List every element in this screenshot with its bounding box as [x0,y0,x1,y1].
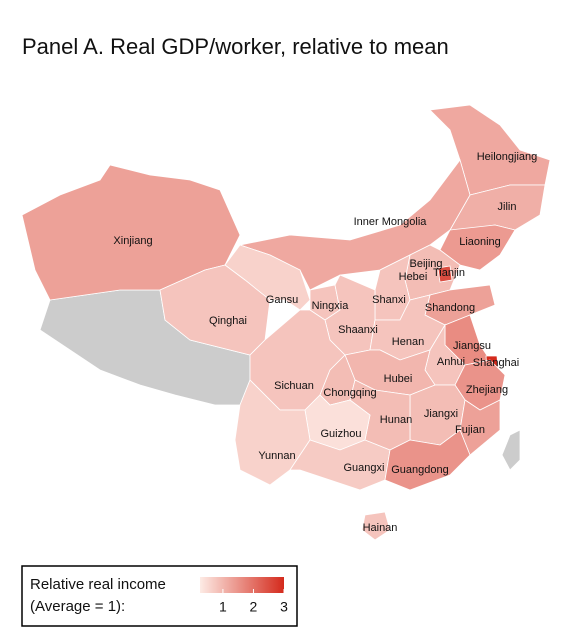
province-label: Liaoning [459,236,501,248]
province-label: Hubei [384,373,413,385]
province-label: Sichuan [274,380,314,392]
province-label: Zhejiang [466,384,508,396]
province [361,511,391,541]
province-label: Chongqing [323,387,376,399]
legend-tick-label: 3 [280,599,288,615]
province-label: Inner Mongolia [354,216,428,228]
province-label: Tianjin [433,267,465,279]
province [384,429,471,491]
province-label: Heilongjiang [477,151,538,163]
province-label: Guangdong [391,464,449,476]
province-label: Gansu [266,294,298,306]
legend-color-bar [200,577,284,593]
province-label: Guizhou [321,428,362,440]
province [289,439,391,491]
legend-title: Relative real income [30,576,166,593]
province-label: Shaanxi [338,324,378,336]
province-label: Henan [392,336,424,348]
legend-box [21,565,298,627]
province [238,159,471,291]
legend-tick-label: 1 [219,599,227,615]
province-label: Shanxi [372,294,406,306]
province-label: Shandong [425,302,475,314]
province-label: Shanghai [473,357,520,369]
province [21,164,241,301]
province [437,265,453,283]
province-label: Hunan [380,414,412,426]
province-label: Xinjiang [113,235,152,247]
province-label: Jilin [498,201,517,213]
province-label: Hainan [363,522,398,534]
province-label: Qinghai [209,315,247,327]
legend-tick-label: 2 [250,599,258,615]
province-label: Jiangsu [453,340,491,352]
province-label: Beijing [409,258,442,270]
province [159,264,271,356]
province-label: Jiangxi [424,408,458,420]
province-label: Ningxia [312,300,350,312]
province-label: Fujian [455,424,485,436]
map-title: Panel A. Real GDP/worker, relative to me… [22,34,449,59]
province-label: Guangxi [344,462,385,474]
province-label: Anhui [437,356,465,368]
taiwan-no-data [501,429,521,471]
province-label: Hebei [399,271,428,283]
legend-title: (Average = 1): [30,598,125,615]
province-label: Yunnan [258,450,295,462]
